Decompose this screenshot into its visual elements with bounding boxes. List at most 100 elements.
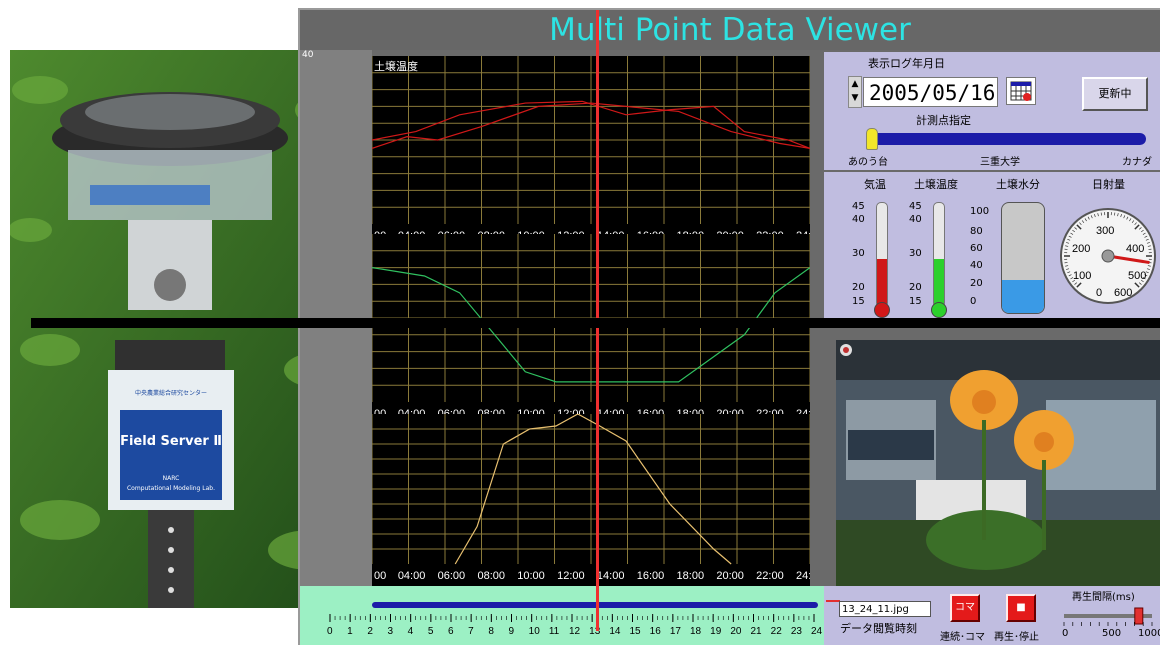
timeline-tick-label: 21	[751, 626, 763, 637]
interval-tick-0: 0	[1062, 628, 1068, 639]
soil-temp-label: 土壌温度	[914, 176, 958, 192]
filename-pointer	[826, 600, 840, 602]
timeline-tick-label: 24	[811, 626, 823, 637]
calendar-icon[interactable]	[1006, 77, 1036, 105]
gauge-tick: 45	[909, 201, 922, 212]
timeline-tick-label: 16	[650, 626, 662, 637]
gauge-tick: 60	[970, 243, 983, 254]
point-mie: 三重大学	[980, 153, 1020, 168]
koma-button[interactable]: コマ	[950, 594, 980, 622]
sign-title-text: Field Server Ⅱ	[120, 434, 222, 449]
update-button[interactable]: 更新中	[1082, 77, 1148, 111]
x-tick-label: 16:00	[637, 570, 665, 582]
timeline-tick-label: 14	[609, 626, 621, 637]
timeline-tick-label: 9	[509, 626, 515, 637]
dial-tick-label: 600	[1114, 287, 1132, 299]
x-tick-label: 20:00	[716, 570, 744, 582]
dial-tick-label: 100	[1073, 270, 1091, 282]
x-tick-label: 10:00	[517, 570, 545, 582]
point-slider-thumb[interactable]	[866, 128, 878, 150]
soil-temp-chart: 0004:0006:0008:0010:0012:0014:0016:0018:…	[372, 56, 810, 246]
interval-tick-500: 500	[1102, 628, 1121, 639]
dial-tick-label: 400	[1126, 243, 1144, 255]
temp-bulb	[874, 302, 890, 318]
gauge-tick: 15	[909, 296, 922, 307]
chart1-title: 土壌温度	[374, 58, 418, 74]
timeline-tick-label: 22	[771, 626, 783, 637]
dial-tick-label: 0	[1096, 287, 1102, 299]
timeline-tick-label: 23	[791, 626, 803, 637]
soil-water-tank	[1001, 202, 1045, 314]
sign-top-text: 中央農業総合研究センター	[135, 389, 207, 397]
stop-icon[interactable]: ■	[1006, 594, 1036, 622]
filename-field[interactable]: 13_24_11.jpg	[839, 601, 931, 617]
gauge-tick: 40	[970, 260, 983, 271]
gauge-tick: 45	[852, 201, 865, 212]
gauge-tick: 40	[852, 214, 865, 225]
y-axis-strip: 40	[300, 50, 372, 630]
gauge-tick: 80	[970, 226, 983, 237]
timeline-tick-label: 8	[488, 626, 494, 637]
gauge-tick: 100	[970, 206, 989, 217]
x-tick-label: 14:00	[597, 570, 625, 582]
timeline-tick-label: 2	[367, 626, 373, 637]
timeline-tick-label: 11	[549, 626, 560, 637]
camera-image	[836, 340, 1160, 586]
timeline-tick-label: 18	[690, 626, 702, 637]
play-stop-label: 再生･停止	[994, 628, 1039, 643]
interval-slider-thumb[interactable]	[1135, 608, 1143, 624]
x-tick-label: 12:00	[557, 570, 585, 582]
x-tick-label: 24:00	[796, 570, 810, 582]
x-tick-label: 08:00	[477, 570, 505, 582]
gauge-tick: 0	[970, 296, 976, 307]
gauge-tick: 20	[909, 282, 922, 293]
dial-tick-label: 200	[1072, 243, 1090, 255]
x-tick-label: 06:00	[438, 570, 466, 582]
x-tick-label: 00	[374, 570, 386, 582]
gauge-tick: 20	[852, 282, 865, 293]
timeline-tick-label: 0	[327, 626, 333, 637]
temp-level	[877, 259, 887, 306]
soil-water-level	[1002, 280, 1044, 313]
sign-lab-text: Computational Modeling Lab.	[127, 485, 215, 492]
soil-water-chart: 0004:0006:0008:0010:0012:0014:0016:0018:…	[372, 234, 810, 424]
point-canada: カナダ	[1122, 153, 1152, 168]
timeline-tick-label: 17	[670, 626, 682, 637]
app-title: Multi Point Data Viewer	[300, 10, 1160, 50]
timeline-tick-label: 1	[347, 626, 353, 637]
date-input[interactable]: 2005/05/16	[863, 77, 998, 107]
timeline-tick-label: 7	[468, 626, 474, 637]
timeline-tick-label: 12	[569, 626, 581, 637]
soil-temp-level	[934, 259, 944, 306]
timeline-tick-label: 4	[408, 626, 414, 637]
temp-label: 気温	[864, 176, 886, 192]
point-anou: あのう台	[848, 153, 888, 168]
point-slider[interactable]	[868, 133, 1146, 145]
interval-tick-1000: 1000	[1138, 628, 1160, 639]
timeline-tick-label: 6	[448, 626, 454, 637]
x-tick-label: 04:00	[398, 570, 426, 582]
x-tick-label: 22:00	[756, 570, 784, 582]
data-time-label: データ閲覧時刻	[840, 620, 917, 636]
date-spinner[interactable]: ▲▼	[848, 76, 862, 108]
black-divider	[31, 318, 1160, 328]
timeline-tick-label: 5	[428, 626, 434, 637]
solar-label: 日射量	[1092, 176, 1125, 192]
soil-water-label: 土壌水分	[996, 176, 1040, 192]
timeline-tick-label: 3	[388, 626, 394, 637]
timeline-tick-label: 20	[730, 626, 742, 637]
timeline-tick-label: 15	[630, 626, 642, 637]
interval-label: 再生間隔(ms)	[1072, 588, 1135, 603]
dial-tick-label: 300	[1096, 225, 1114, 237]
gauge-tick: 15	[852, 296, 865, 307]
x-tick-label: 18:00	[677, 570, 705, 582]
solar-chart: 00 04:00 06:00 08:00 10:00 12:00 14:00 16:00 18:…	[372, 414, 810, 604]
point-label: 計測点指定	[916, 112, 971, 128]
gauge-tick: 30	[909, 248, 922, 259]
gauge-tick: 40	[909, 214, 922, 225]
y-axis-top-tick: 40	[302, 50, 313, 60]
timeline-tick-label: 10	[529, 626, 541, 637]
date-label: 表示ログ年月日	[868, 55, 945, 71]
